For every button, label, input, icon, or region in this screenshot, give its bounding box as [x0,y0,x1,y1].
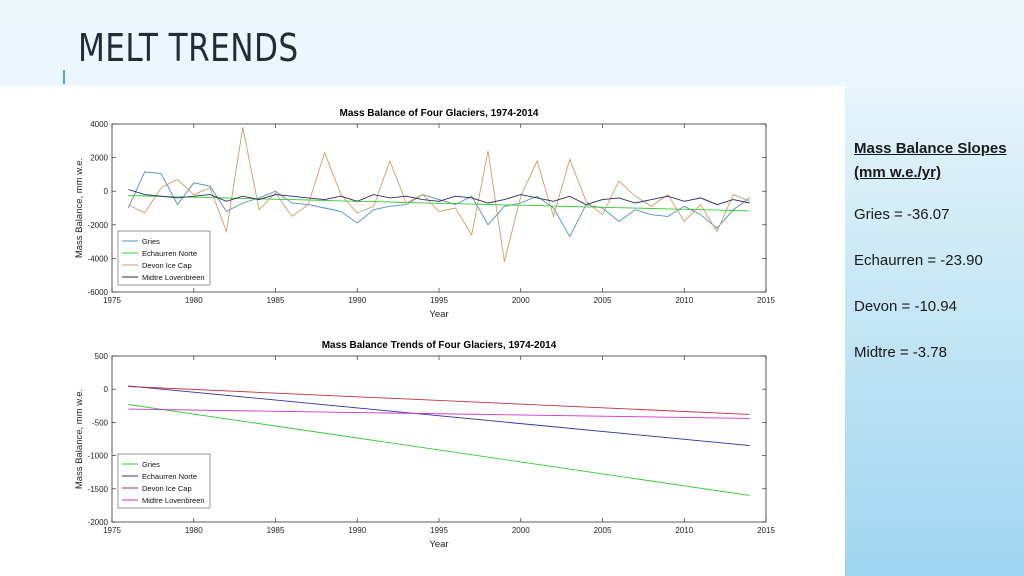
slope-echaurren: Echaurren = -23.90 [854,252,983,269]
y-tick-label: -4000 [88,254,109,263]
series-line-2 [128,385,750,447]
y-tick-label: -2000 [88,221,109,230]
x-tick-label: 2005 [594,526,612,535]
y-tick-label: -2000 [88,518,109,527]
chart-title: Mass Balance of Four Glaciers, 1974-2014 [340,108,539,119]
series-line-1 [127,171,750,238]
y-tick-label: -1000 [88,452,109,461]
y-tick-label: 500 [95,352,109,361]
title-accent [63,70,65,84]
plot-frame [111,123,767,293]
series-line-1 [128,404,750,496]
slope-devon: Devon = -10.94 [854,298,957,315]
series-line-3 [128,127,750,262]
x-tick-label: 1985 [267,526,285,535]
mass-balance-chart: Mass Balance of Four Glaciers, 1974-2014… [74,108,775,320]
y-tick-label: -1500 [88,485,109,494]
mass-balance-trends-chart: Mass Balance Trends of Four Glaciers, 19… [74,340,775,550]
x-tick-label: 1980 [185,526,203,535]
x-tick-label: 2010 [675,526,693,535]
y-tick-label: 0 [104,385,109,394]
slope-gries: Gries = -36.07 [854,206,950,223]
y-tick-label: 2000 [90,154,108,163]
y-tick-label: -500 [92,418,109,427]
x-tick-label: 1975 [103,526,121,535]
legend-label: Echaurren Norte [142,249,197,258]
slopes-panel: Mass Balance Slopes (mm w.e./yr) Gries =… [854,137,1022,389]
x-tick-label: 2005 [594,296,612,305]
series-line-4 [128,408,750,419]
x-tick-label: 1980 [185,296,203,305]
legend-label: Devon Ice Cap [142,261,192,270]
right-panel [845,86,1024,576]
x-tick-label: 1990 [348,526,366,535]
legend-box [117,453,211,509]
slide-title: MELT TRENDS [78,26,299,70]
legend-label: Midtre Lovenbreen [142,496,205,505]
legend-box [117,230,211,286]
x-tick-label: 1995 [430,296,448,305]
series-line-4 [128,189,750,206]
x-axis-label: Year [429,309,448,320]
slopes-heading: Mass Balance Slopes (mm w.e./yr) [854,140,1007,181]
x-tick-label: 2000 [512,526,530,535]
legend-label: Devon Ice Cap [142,484,192,493]
x-tick-label: 1975 [103,296,121,305]
legend-label: Echaurren Norte [142,472,197,481]
y-axis-label: Mass Balance, mm w.e. [74,158,85,258]
x-tick-label: 2015 [757,526,775,535]
y-tick-label: 4000 [90,120,108,129]
legend-label: Gries [142,460,160,469]
x-tick-label: 1990 [348,296,366,305]
x-tick-label: 1995 [430,526,448,535]
chart-title: Mass Balance Trends of Four Glaciers, 19… [322,340,557,351]
x-tick-label: 2010 [675,296,693,305]
series-line-3 [128,386,750,415]
x-tick-label: 1985 [267,296,285,305]
legend-label: Gries [142,237,160,246]
legend-label: Midtre Lovenbreen [142,273,205,282]
slope-midtre: Midtre = -3.78 [854,344,947,361]
y-tick-label: 0 [104,187,109,196]
y-axis-label: Mass Balance, mm w.e. [74,389,85,489]
x-tick-label: 2015 [757,296,775,305]
plot-frame [111,355,767,523]
x-tick-label: 2000 [512,296,530,305]
x-axis-label: Year [429,539,448,550]
y-tick-label: -6000 [88,288,109,297]
